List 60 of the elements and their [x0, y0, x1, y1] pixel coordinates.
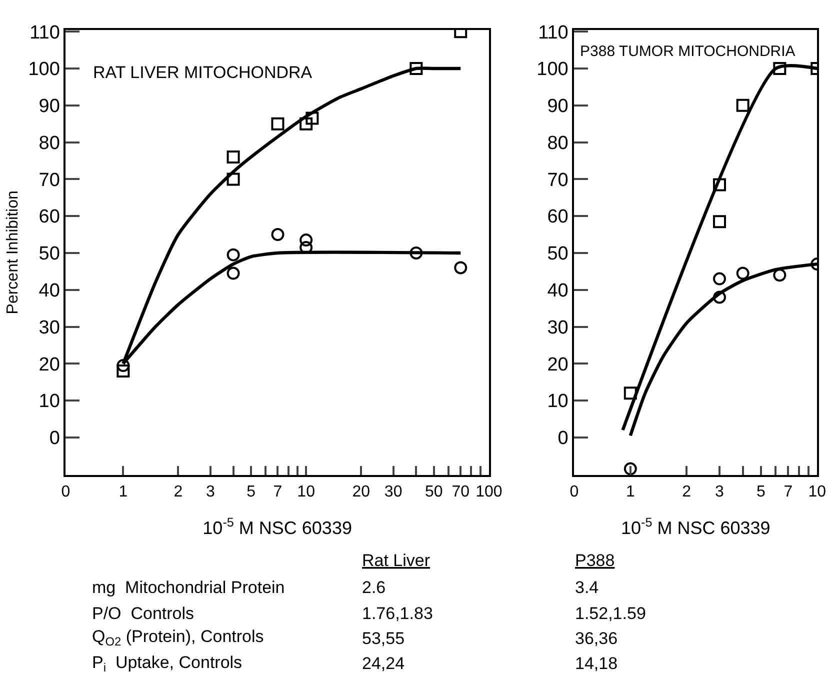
x-axis-title: 10$^{-5}$ M NSC 60339: [202, 515, 352, 538]
y-tick-label: 70: [38, 170, 60, 191]
x-tick-label: 10: [297, 483, 316, 500]
text: P/O Controls: [92, 604, 194, 623]
text: 36,36: [575, 629, 618, 648]
text: 3.4: [575, 578, 599, 597]
y-tick-label: 80: [38, 132, 60, 154]
x-tick-label: 70: [452, 483, 470, 500]
x-tick-label: 3: [206, 483, 215, 500]
text: 53,55: [362, 629, 405, 648]
x-tick-label: 5: [246, 483, 256, 500]
y-axis-title: Percent Inhibition: [4, 190, 22, 314]
y-tick-label: 20: [38, 354, 60, 376]
y-tick-label: 50: [38, 244, 60, 265]
y-tick-label: 60: [547, 206, 568, 228]
y-tick-label: 20: [547, 354, 568, 376]
text: 1.76,1.83: [362, 604, 433, 623]
text: RAT LIVER MITOCHONDRA: [93, 63, 313, 82]
x-tick-label: 5: [756, 483, 766, 500]
x-tick-label: 7: [273, 483, 282, 500]
y-tick-label: 70: [547, 170, 568, 191]
y-tick-label: 110: [538, 22, 568, 44]
y-tick-label: 90: [38, 96, 60, 118]
text: 24,24: [362, 654, 405, 673]
y-tick-label: 100: [536, 59, 568, 80]
x-tick-label: 3: [715, 483, 724, 500]
y-tick-label: 90: [547, 96, 568, 118]
y-tick-label: 0: [49, 428, 60, 450]
x-tick-label: 1: [626, 483, 635, 500]
text: Rat Liver: [362, 551, 430, 570]
text: P388 TUMOR MITOCHONDRIA: [580, 43, 796, 60]
text: P$_{i}$ Uptake, Controls: [92, 653, 242, 674]
y-tick-label: 40: [547, 280, 568, 302]
y-tick-label: 50: [547, 244, 568, 265]
text: P388: [575, 551, 615, 570]
x-tick-label: 10: [808, 483, 826, 500]
y-tick-label: 30: [38, 317, 60, 338]
x-tick-label: 30: [384, 483, 402, 500]
x-tick-label: 20: [352, 483, 370, 500]
x-tick-label: 100: [476, 483, 502, 500]
text: 1.52,1.59: [575, 604, 646, 623]
y-tick-label: 30: [547, 317, 568, 338]
y-tick-label: 10: [38, 391, 60, 412]
y-tick-label: 10: [547, 391, 568, 412]
text: Q$_{O2}$ (Protein), Controls: [92, 627, 264, 649]
x-tick-label: 7: [784, 483, 793, 500]
y-tick-label: 40: [38, 280, 60, 302]
x-tick-label: 50: [424, 483, 443, 500]
x-axis-title: 10$^{-5}$ M NSC 60339: [621, 515, 770, 538]
text: mg Mitochondrial Protein: [92, 578, 285, 597]
text: 14,18: [575, 654, 618, 673]
y-tick-label: 80: [547, 132, 568, 154]
x-tick-label: 2: [682, 483, 692, 500]
y-tick-label: 100: [28, 59, 60, 80]
text: 2.6: [362, 578, 386, 597]
x-tick-label: 2: [174, 483, 183, 500]
y-tick-label: 60: [38, 206, 60, 228]
y-tick-label: 110: [30, 22, 60, 44]
x-tick-label: 1: [118, 483, 128, 500]
y-tick-label: 0: [558, 428, 568, 450]
